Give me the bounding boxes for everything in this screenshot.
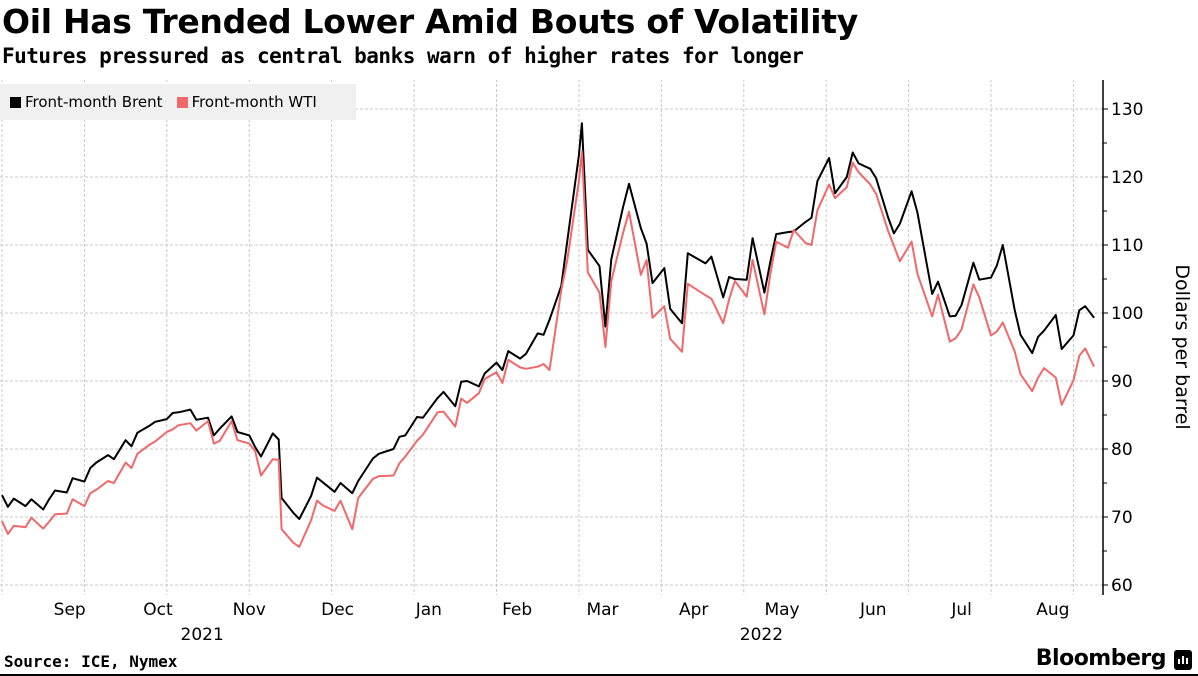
y-tick-label: 110 (1111, 236, 1143, 256)
y-tick-label: 130 (1111, 100, 1143, 120)
chart-subtitle: Futures pressured as central banks warn … (2, 44, 804, 68)
bottom-rule (0, 674, 1198, 676)
bloomberg-logo-text: Bloomberg (1035, 646, 1167, 671)
legend-item-wti: Front-month WTI (176, 93, 317, 111)
series-line-wti (1, 150, 1095, 548)
legend-swatch-brent (10, 96, 21, 108)
series-lines (1, 122, 1095, 548)
y-tick-label: 70 (1111, 508, 1133, 528)
y-tick-label: 120 (1111, 168, 1143, 188)
x-tick-label: Feb (502, 600, 532, 620)
source-note: Source: ICE, Nymex (4, 652, 178, 671)
x-tick-label: Apr (679, 600, 708, 620)
bloomberg-chart-icon (1174, 650, 1192, 670)
series-line-brent (1, 122, 1095, 520)
x-year-label: 2021 (181, 625, 224, 645)
legend-label-brent: Front-month Brent (25, 93, 163, 111)
x-tick-label: Sep (54, 600, 86, 620)
x-tick-label: Jul (950, 600, 972, 620)
x-tick-label: Jun (859, 600, 887, 620)
x-year-label: 2022 (740, 625, 783, 645)
x-tick-label: Oct (143, 600, 173, 620)
line-chart: 60 70 80 90 100 110 120 130 Dollars per barrel S… (0, 80, 1193, 645)
x-axis: Sep Oct Nov Dec Jan Feb Mar Apr May Jun Jul Aug 2021… (54, 600, 1070, 645)
y-axis: 60 70 80 90 100 110 120 130 Dollars per barrel (1102, 80, 1193, 596)
y-tick-label: 100 (1111, 304, 1143, 324)
x-tick-label: Nov (233, 600, 266, 620)
legend-swatch-wti (176, 96, 188, 108)
chart-title: Oil Has Trended Lower Amid Bouts of Vola… (2, 2, 858, 41)
y-tick-label: 60 (1111, 576, 1133, 596)
x-tick-label: Aug (1036, 600, 1069, 620)
grid (0, 80, 1103, 595)
y-axis-title: Dollars per barrel (1171, 264, 1193, 429)
x-tick-label: Jan (415, 600, 442, 620)
legend-item-brent: Front-month Brent (10, 93, 163, 111)
y-tick-label: 90 (1111, 372, 1133, 392)
legend: Front-month Brent Front-month WTI (0, 84, 356, 120)
y-tick-label: 80 (1111, 440, 1133, 460)
legend-label-wti: Front-month WTI (191, 93, 317, 111)
x-tick-label: Mar (586, 600, 618, 620)
x-tick-label: Dec (321, 600, 354, 620)
x-tick-label: May (764, 600, 799, 620)
